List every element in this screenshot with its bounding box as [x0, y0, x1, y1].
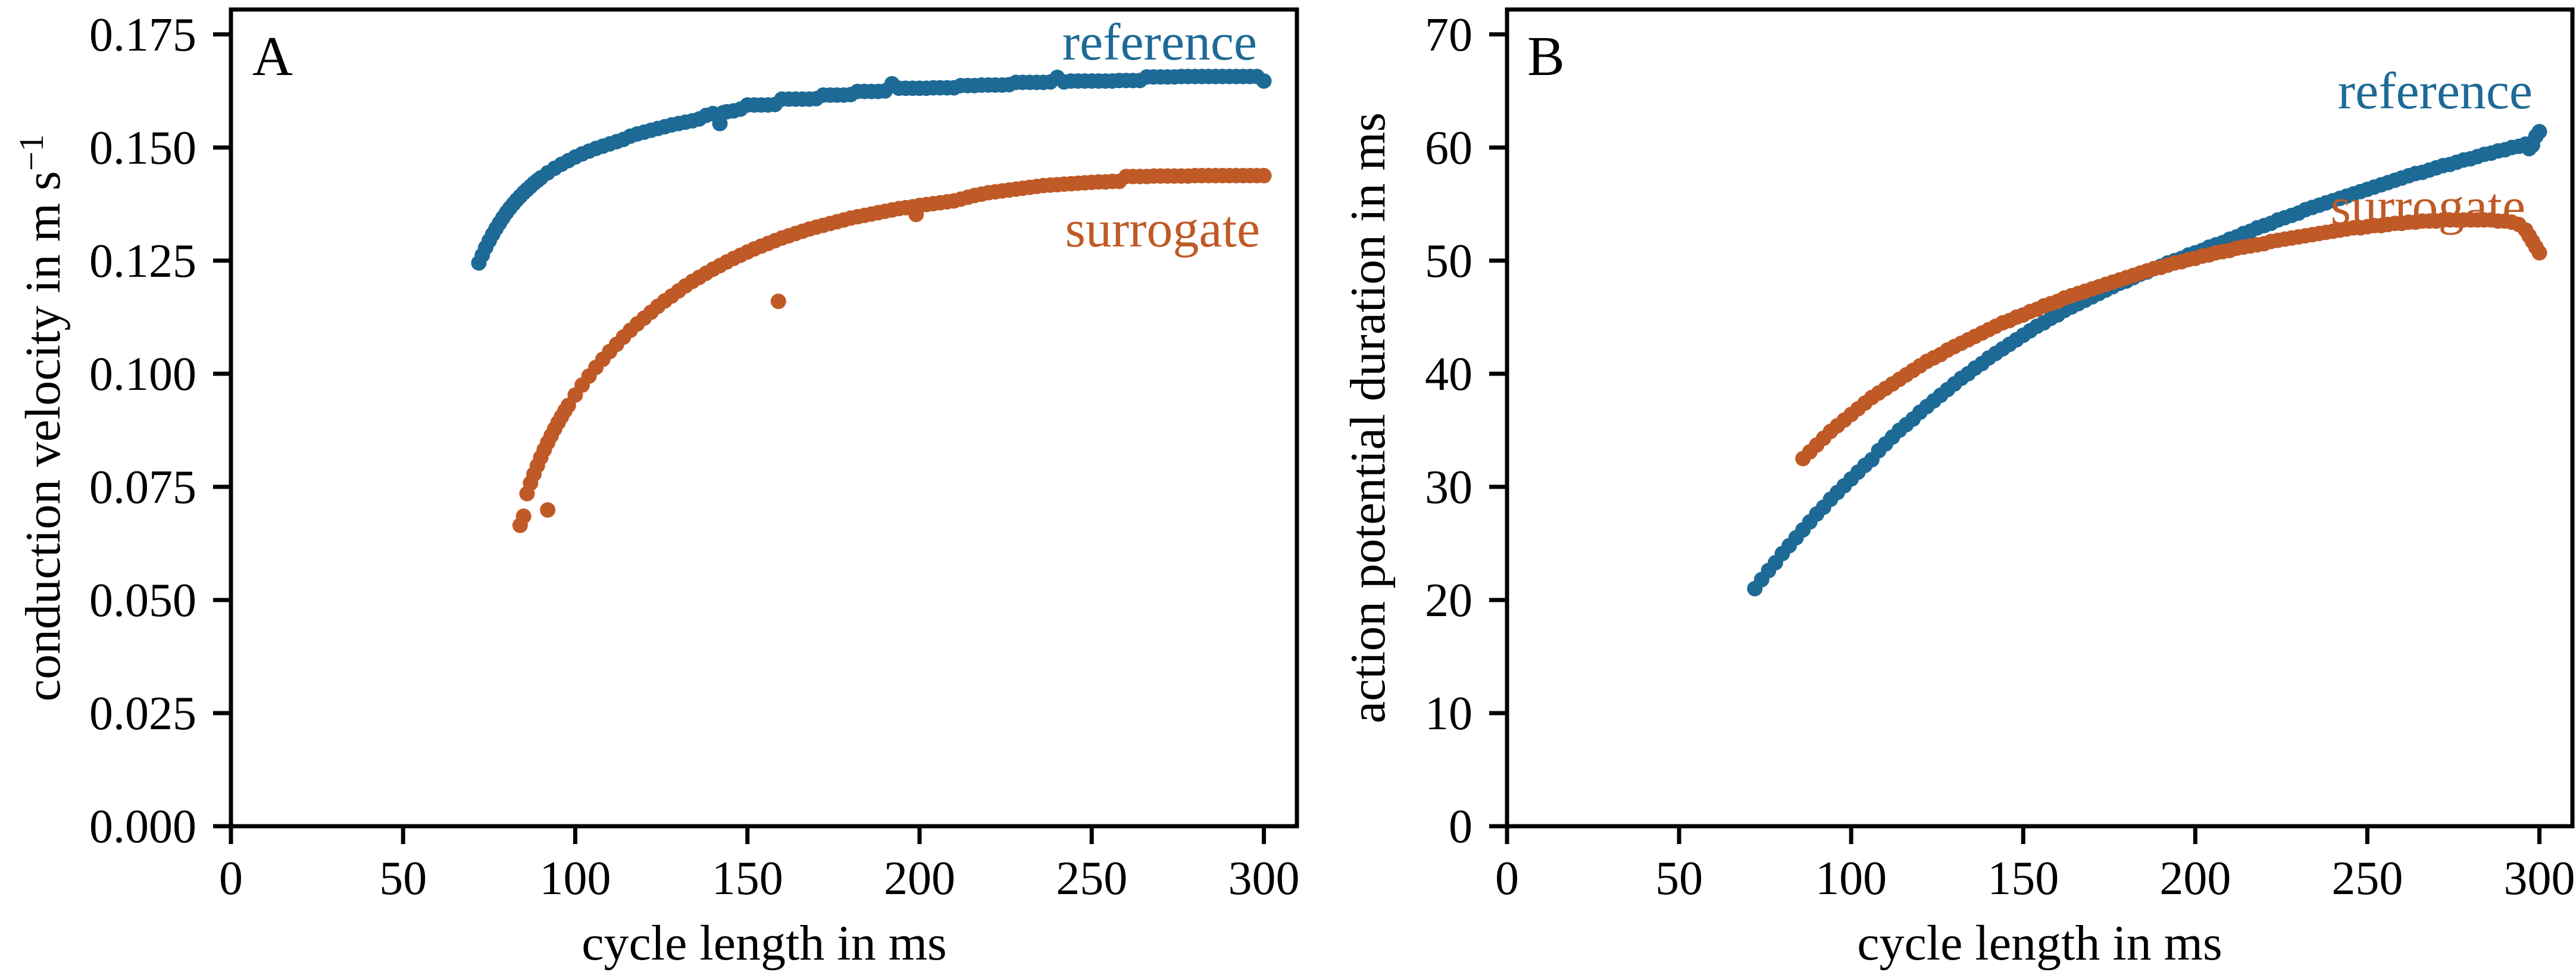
- x-tick-label: 100: [1815, 852, 1887, 905]
- y-tick-label: 0.175: [89, 9, 196, 61]
- series-label-reference-a: reference: [1062, 14, 1257, 71]
- series-label-surrogate-b: surrogate: [2331, 178, 2525, 236]
- series-surrogate-points: [512, 168, 1272, 533]
- y-tick-label: 0.000: [89, 801, 196, 853]
- y-tick-label: 0.050: [89, 574, 196, 627]
- y-tick-label: 30: [1425, 461, 1473, 514]
- y-tick-label: 0.150: [89, 122, 196, 174]
- x-tick-label: 0: [219, 852, 243, 905]
- data-point-surrogate: [515, 508, 532, 524]
- data-point-reference: [1256, 73, 1272, 89]
- y-tick-label: 60: [1425, 122, 1473, 174]
- series-reference-points: [471, 68, 1272, 271]
- x-tick-label: 250: [1056, 852, 1127, 905]
- panel-letter-a: A: [252, 26, 293, 88]
- y-axis-label-a-superscript: −1: [12, 135, 51, 171]
- y-tick-label: 0.100: [89, 348, 196, 401]
- y-tick-label: 40: [1425, 348, 1473, 401]
- x-tick-label: 150: [1987, 852, 2059, 905]
- data-point-reference: [2531, 124, 2547, 140]
- panel-letter-b: B: [1527, 26, 1565, 88]
- panel-a-plot-area: 0 50 100 150 200 250 300 0.000 0.025 0.050 0.075 0.…: [89, 7, 1299, 905]
- series-label-surrogate-a: surrogate: [1065, 201, 1260, 258]
- x-axis-label-b: cycle length in ms: [1857, 915, 2222, 971]
- x-tick-label: 200: [884, 852, 955, 905]
- data-point-surrogate: [1256, 168, 1272, 183]
- panel-a: 0 50 100 150 200 250 300 0.000 0.025 0.050 0.075 0.…: [12, 7, 1299, 971]
- x-axis-label-a: cycle length in ms: [582, 915, 947, 971]
- y-tick-label: 0.125: [89, 235, 196, 288]
- x-tick-label: 50: [379, 852, 427, 905]
- y-tick-label: 20: [1425, 574, 1473, 627]
- y-axis-label-b: action potential duration in ms: [1340, 113, 1396, 723]
- x-tick-label: 250: [2331, 852, 2403, 905]
- x-tick-label: 150: [712, 852, 783, 905]
- data-point-surrogate: [540, 502, 556, 518]
- x-tick-label: 300: [2503, 852, 2575, 905]
- y-tick-label: 10: [1425, 688, 1473, 740]
- data-point-surrogate: [2531, 245, 2547, 261]
- y-tick-label: 0.025: [89, 688, 196, 740]
- y-tick-label: 70: [1425, 9, 1473, 61]
- x-tick-label: 200: [2159, 852, 2231, 905]
- plot-border: [1505, 7, 2575, 829]
- x-tick-label: 0: [1495, 852, 1519, 905]
- data-point-surrogate: [770, 293, 786, 310]
- series-surrogate-points: [1795, 212, 2547, 467]
- panel-b-plot-area: 0 50 100 150 200 250 300 0 10 20 30 40 50 60 70: [1425, 7, 2575, 905]
- y-tick-label: 0.075: [89, 461, 196, 514]
- y-tick-label: 50: [1425, 235, 1473, 288]
- y-axis-label-a-main: conduction velocity in m s: [15, 171, 71, 701]
- y-axis-label-a: conduction velocity in m s−1: [12, 135, 71, 702]
- x-tick-label: 100: [539, 852, 611, 905]
- panel-b: 0 50 100 150 200 250 300 0 10 20 30 40 50 60 70 B refe…: [1340, 7, 2575, 971]
- x-tick-label: 300: [1228, 852, 1299, 905]
- x-tick-label: 50: [1655, 852, 1703, 905]
- plot-border: [229, 7, 1299, 829]
- y-tick-label: 0: [1449, 801, 1473, 853]
- series-label-reference-b: reference: [2338, 63, 2533, 120]
